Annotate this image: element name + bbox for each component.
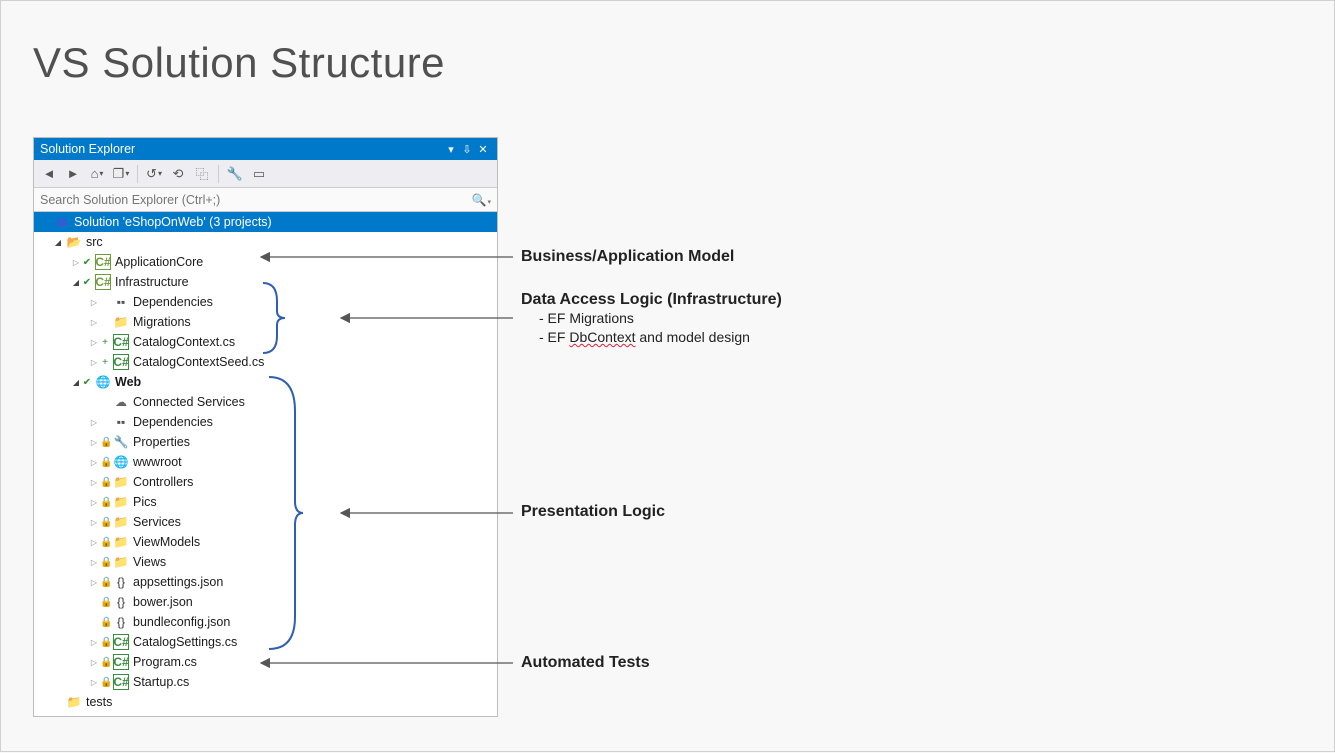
folder-migrations[interactable]: 📁 Migrations [34, 312, 497, 332]
search-box[interactable]: 🔍 [34, 188, 497, 212]
node-connected-services[interactable]: ☁ Connected Services [34, 392, 497, 412]
file-catalogcontext[interactable]: + C# CatalogContext.cs [34, 332, 497, 352]
solution-icon: ⧉ [54, 214, 70, 230]
json-file-icon: {} [113, 614, 129, 630]
pin-icon[interactable]: ⇩ [459, 141, 475, 157]
annotation-presentation-logic: Presentation Logic [521, 503, 665, 521]
solution-node[interactable]: ⧉ Solution 'eShopOnWeb' (3 projects) [34, 212, 497, 232]
folder-icon: 📁 [113, 514, 129, 530]
slide-title: VS Solution Structure [1, 1, 1334, 87]
preview-button[interactable]: ▭ [248, 163, 270, 185]
cs-file-icon: C# [113, 634, 129, 650]
cs-file-icon: C# [113, 334, 129, 350]
home-button[interactable]: ⌂ [86, 163, 108, 185]
project-infrastructure[interactable]: ✔ C# Infrastructure [34, 272, 497, 292]
refresh-button[interactable]: ⟲ [167, 163, 189, 185]
dropdown-icon[interactable]: ▾ [443, 141, 459, 157]
git-check-icon: ✔ [82, 377, 92, 388]
file-catalogsettings[interactable]: 🔒 C# CatalogSettings.cs [34, 632, 497, 652]
search-input[interactable] [40, 193, 472, 207]
file-startup[interactable]: 🔒 C# Startup.cs [34, 672, 497, 692]
connected-services-icon: ☁ [113, 394, 129, 410]
git-lock-icon: 🔒 [100, 517, 110, 528]
git-lock-icon: 🔒 [100, 537, 110, 548]
solution-explorer-panel: Solution Explorer ▾ ⇩ ✕ ◄ ► ⌂ ❐ ↺ ⟲ ⿻ 🔧 … [33, 137, 498, 717]
wrench-icon: 🔧 [113, 434, 129, 450]
git-check-icon: ✔ [82, 257, 92, 268]
project-web[interactable]: ✔ 🌐 Web [34, 372, 497, 392]
csproj-icon: C# [95, 274, 111, 290]
git-lock-icon: 🔒 [100, 577, 110, 588]
file-program[interactable]: 🔒 C# Program.cs [34, 652, 497, 672]
collapse-button[interactable]: ⿻ [191, 163, 213, 185]
git-lock-icon: 🔒 [100, 617, 110, 628]
git-lock-icon: 🔒 [100, 497, 110, 508]
forward-button[interactable]: ► [62, 163, 84, 185]
git-lock-icon: 🔒 [100, 437, 110, 448]
scope-button[interactable]: ❐ [110, 163, 132, 185]
toolbar-separator [218, 165, 219, 183]
git-lock-icon: 🔒 [100, 677, 110, 688]
folder-icon: 📁 [113, 554, 129, 570]
project-applicationcore[interactable]: ✔ C# ApplicationCore [34, 252, 497, 272]
file-appsettings[interactable]: 🔒 {} appsettings.json [34, 572, 497, 592]
git-lock-icon: 🔒 [100, 457, 110, 468]
close-icon[interactable]: ✕ [475, 141, 491, 157]
git-lock-icon: 🔒 [100, 477, 110, 488]
file-catalogcontextseed[interactable]: + C# CatalogContextSeed.cs [34, 352, 497, 372]
cs-file-icon: C# [113, 674, 129, 690]
panel-title: Solution Explorer [40, 142, 135, 156]
folder-icon: 📁 [113, 474, 129, 490]
panel-titlebar: Solution Explorer ▾ ⇩ ✕ [34, 138, 497, 160]
cs-file-icon: C# [113, 354, 129, 370]
git-lock-icon: 🔒 [100, 557, 110, 568]
properties-button[interactable]: 🔧 [224, 163, 246, 185]
folder-controllers[interactable]: 🔒 📁 Controllers [34, 472, 497, 492]
annotation-data-access: Data Access Logic (Infrastructure) - EF … [521, 291, 782, 347]
folder-src[interactable]: 📂 src [34, 232, 497, 252]
json-file-icon: {} [113, 574, 129, 590]
json-file-icon: {} [113, 594, 129, 610]
dependencies-icon: ▪▪ [113, 414, 129, 430]
folder-icon: 📁 [113, 534, 129, 550]
annotation-automated-tests: Automated Tests [521, 654, 650, 672]
folder-viewmodels[interactable]: 🔒 📁 ViewModels [34, 532, 497, 552]
file-bower[interactable]: 🔒 {} bower.json [34, 592, 497, 612]
git-added-icon: + [100, 357, 110, 368]
globe-icon: 🌐 [113, 454, 129, 470]
git-lock-icon: 🔒 [100, 597, 110, 608]
node-wwwroot[interactable]: 🔒 🌐 wwwroot [34, 452, 497, 472]
history-button[interactable]: ↺ [143, 163, 165, 185]
node-properties[interactable]: 🔒 🔧 Properties [34, 432, 497, 452]
git-added-icon: + [100, 337, 110, 348]
folder-icon: 📁 [66, 694, 82, 710]
toolbar-separator [137, 165, 138, 183]
folder-pics[interactable]: 🔒 📁 Pics [34, 492, 497, 512]
git-lock-icon: 🔒 [100, 657, 110, 668]
back-button[interactable]: ◄ [38, 163, 60, 185]
web-project-icon: 🌐 [95, 374, 111, 390]
folder-services[interactable]: 🔒 📁 Services [34, 512, 497, 532]
git-lock-icon: 🔒 [100, 637, 110, 648]
csproj-icon: C# [95, 254, 111, 270]
folder-icon: 📁 [113, 494, 129, 510]
search-icon[interactable]: 🔍 [472, 193, 491, 207]
folder-icon: 📁 [113, 314, 129, 330]
cs-file-icon: C# [113, 654, 129, 670]
node-dependencies[interactable]: ▪▪ Dependencies [34, 412, 497, 432]
file-bundleconfig[interactable]: 🔒 {} bundleconfig.json [34, 612, 497, 632]
panel-toolbar: ◄ ► ⌂ ❐ ↺ ⟲ ⿻ 🔧 ▭ [34, 160, 497, 188]
node-dependencies[interactable]: ▪▪ Dependencies [34, 292, 497, 312]
solution-tree: ⧉ Solution 'eShopOnWeb' (3 projects) 📂 s… [34, 212, 497, 716]
folder-open-icon: 📂 [66, 234, 82, 250]
dependencies-icon: ▪▪ [113, 294, 129, 310]
annotation-business-model: Business/Application Model [521, 248, 734, 266]
folder-views[interactable]: 🔒 📁 Views [34, 552, 497, 572]
git-check-icon: ✔ [82, 277, 92, 288]
folder-tests[interactable]: 📁 tests [34, 692, 497, 712]
